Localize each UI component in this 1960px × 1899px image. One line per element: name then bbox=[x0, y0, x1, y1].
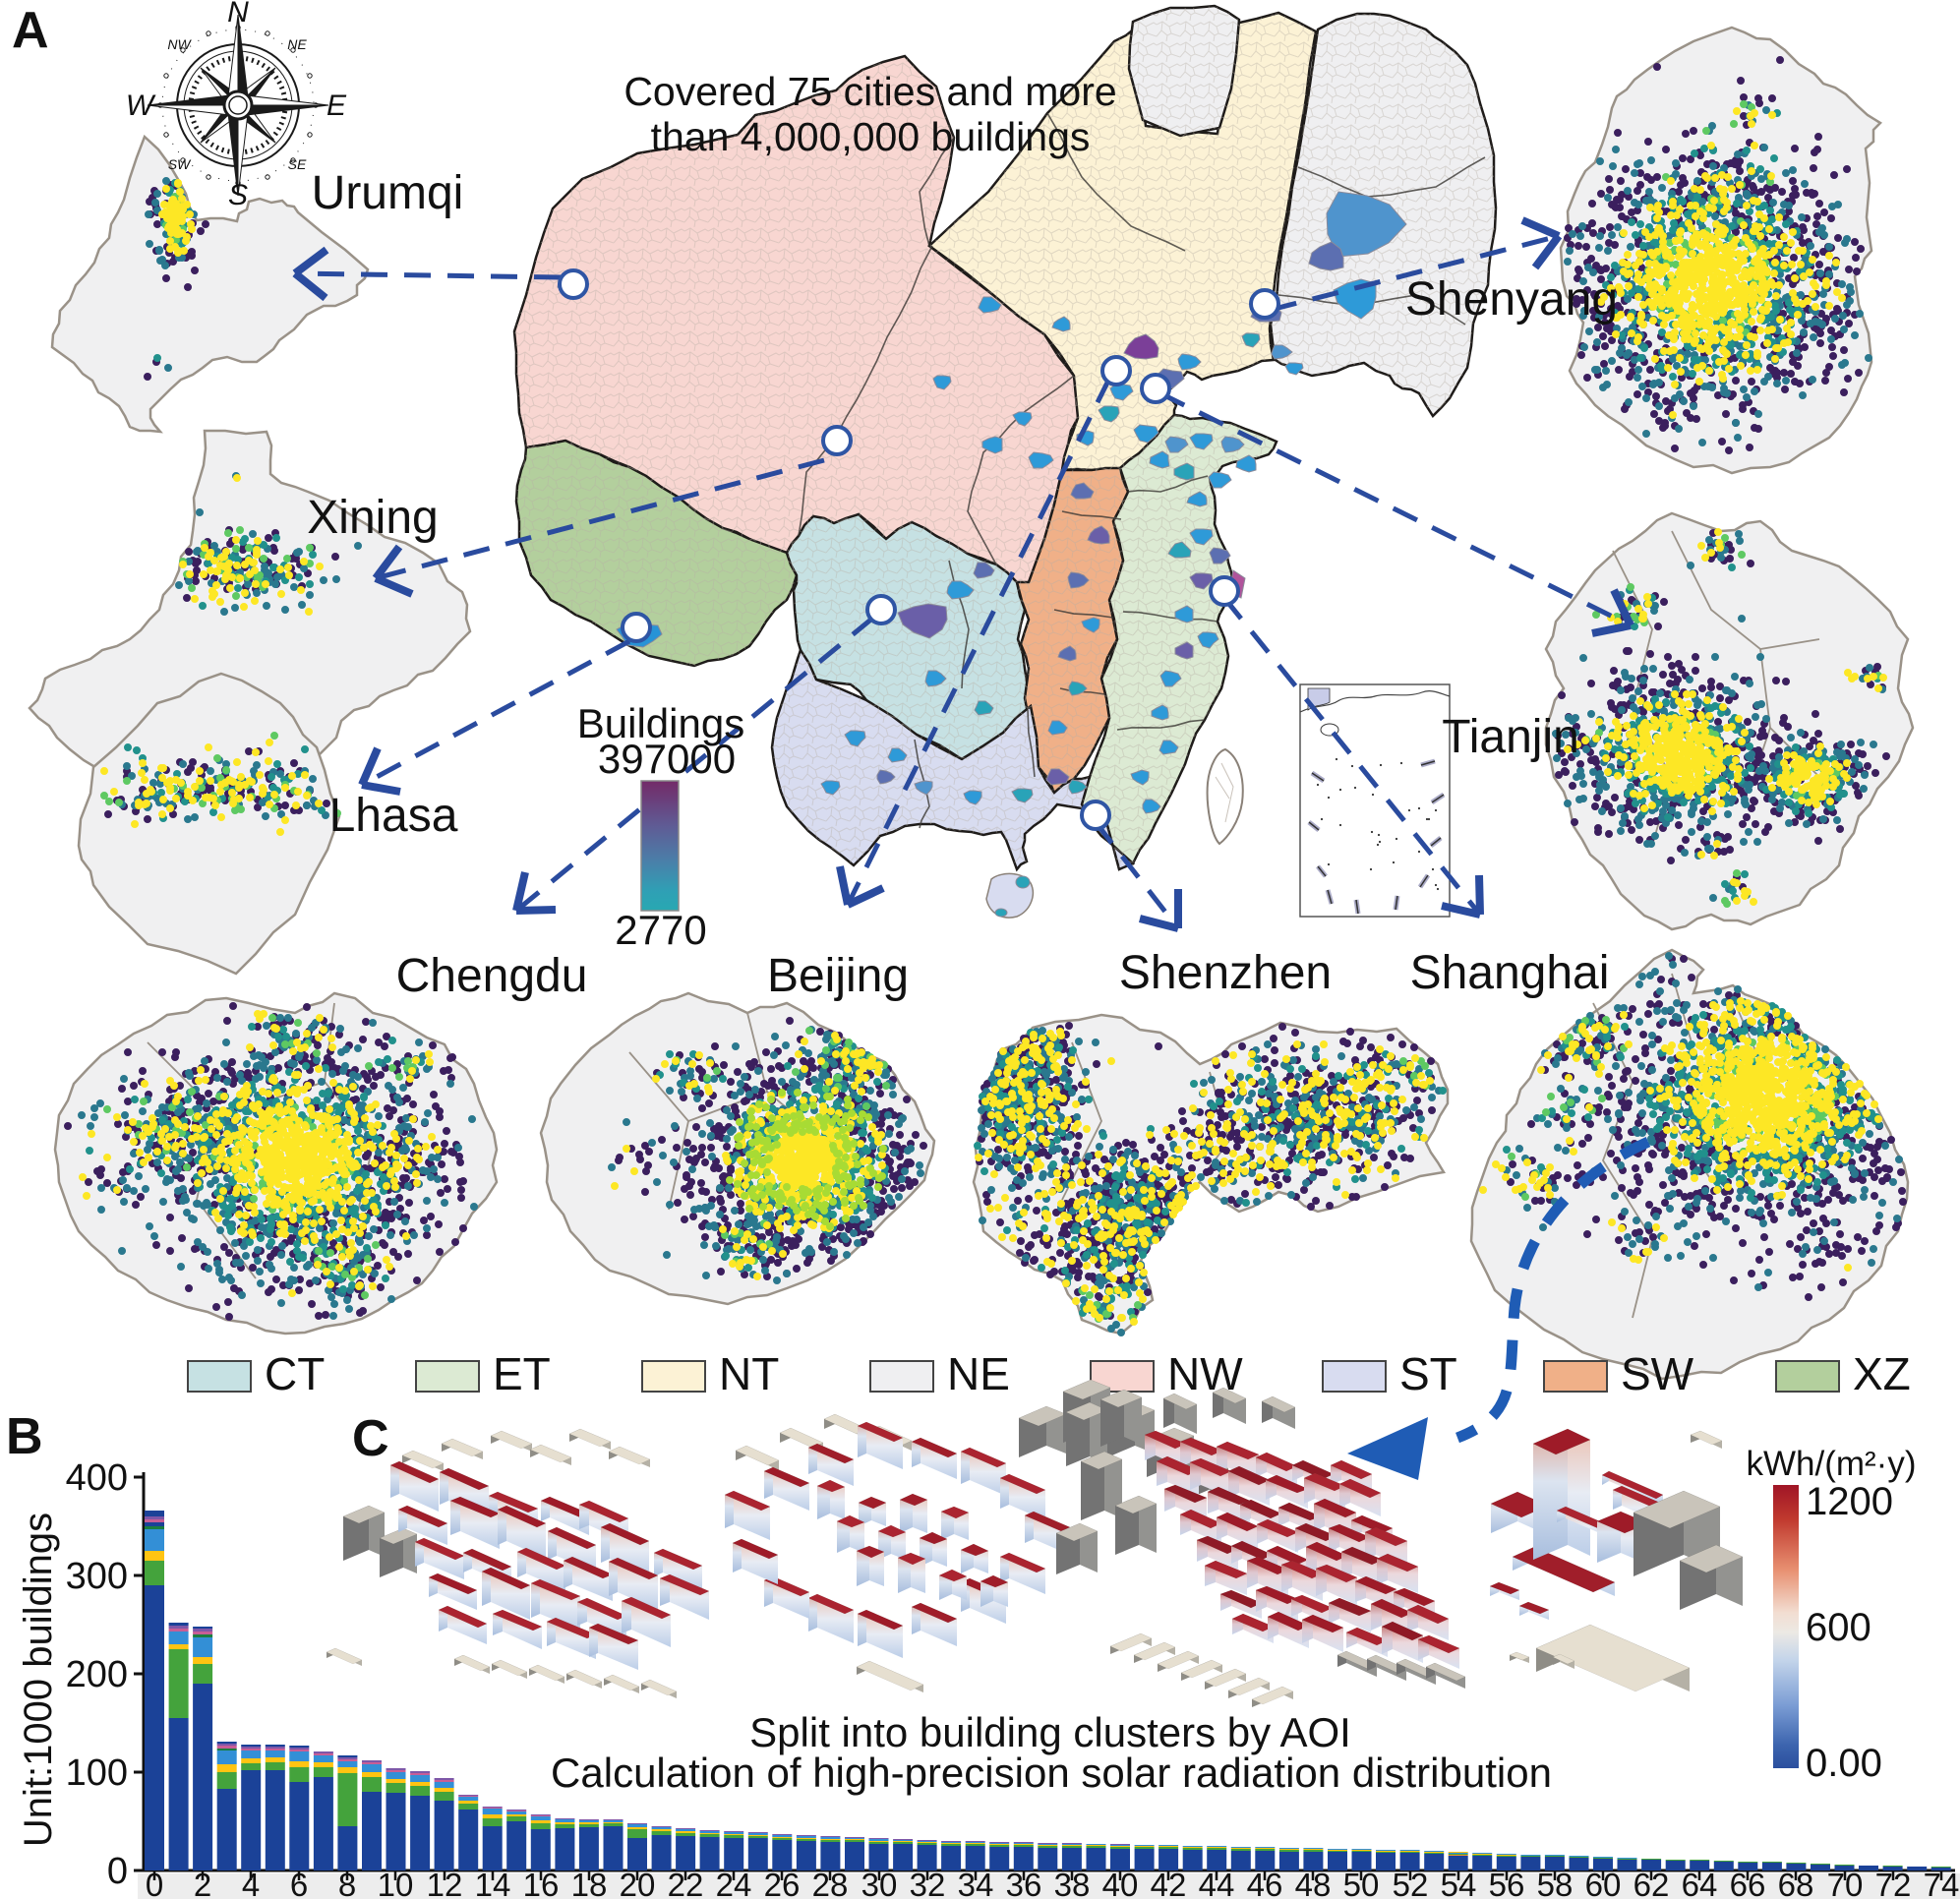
svg-text:6: 6 bbox=[290, 1867, 308, 1899]
svg-text:XZ: XZ bbox=[1853, 1348, 1911, 1399]
svg-text:74: 74 bbox=[1924, 1867, 1960, 1899]
svg-text:NW: NW bbox=[1167, 1348, 1243, 1399]
svg-text:Calculation of high-precision: Calculation of high-precision solar radi… bbox=[551, 1750, 1552, 1796]
svg-text:38: 38 bbox=[1054, 1867, 1091, 1899]
svg-text:28: 28 bbox=[812, 1867, 849, 1899]
svg-text:24: 24 bbox=[716, 1867, 752, 1899]
svg-text:400: 400 bbox=[66, 1457, 128, 1499]
svg-text:54: 54 bbox=[1441, 1867, 1477, 1899]
svg-text:26: 26 bbox=[764, 1867, 801, 1899]
svg-text:W: W bbox=[126, 89, 156, 122]
svg-text:60: 60 bbox=[1585, 1867, 1622, 1899]
svg-text:Covered 75 cities and more: Covered 75 cities and more bbox=[624, 69, 1116, 114]
svg-text:SW: SW bbox=[168, 156, 192, 172]
svg-text:Tianjin: Tianjin bbox=[1442, 711, 1579, 763]
svg-text:56: 56 bbox=[1489, 1867, 1525, 1899]
svg-text:NE: NE bbox=[287, 36, 307, 52]
svg-text:Shenyang: Shenyang bbox=[1405, 273, 1618, 326]
svg-text:10: 10 bbox=[378, 1867, 414, 1899]
svg-text:C: C bbox=[352, 1410, 389, 1467]
svg-text:14: 14 bbox=[475, 1867, 511, 1899]
svg-text:SE: SE bbox=[288, 156, 307, 172]
svg-text:30: 30 bbox=[861, 1867, 898, 1899]
svg-text:100: 100 bbox=[66, 1752, 128, 1794]
svg-text:Unit:1000 buildings: Unit:1000 buildings bbox=[17, 1513, 60, 1847]
svg-text:S: S bbox=[228, 179, 248, 211]
svg-text:32: 32 bbox=[910, 1867, 946, 1899]
svg-text:66: 66 bbox=[1730, 1867, 1766, 1899]
svg-text:300: 300 bbox=[66, 1556, 128, 1597]
svg-text:34: 34 bbox=[958, 1867, 994, 1899]
svg-text:20: 20 bbox=[620, 1867, 656, 1899]
svg-text:Beijing: Beijing bbox=[767, 950, 909, 1002]
svg-text:Lhasa: Lhasa bbox=[329, 790, 458, 842]
svg-text:NE: NE bbox=[947, 1348, 1010, 1399]
svg-text:50: 50 bbox=[1343, 1867, 1380, 1899]
svg-text:0: 0 bbox=[146, 1867, 163, 1899]
svg-text:36: 36 bbox=[1006, 1867, 1042, 1899]
svg-text:A: A bbox=[12, 2, 49, 59]
svg-text:200: 200 bbox=[66, 1654, 128, 1695]
svg-text:12: 12 bbox=[427, 1867, 463, 1899]
svg-text:NW: NW bbox=[167, 36, 192, 52]
svg-text:2: 2 bbox=[194, 1867, 211, 1899]
svg-text:22: 22 bbox=[668, 1867, 704, 1899]
svg-text:44: 44 bbox=[1199, 1867, 1235, 1899]
svg-text:NT: NT bbox=[719, 1348, 779, 1399]
svg-text:kWh/(m²·y): kWh/(m²·y) bbox=[1746, 1445, 1916, 1483]
svg-text:N: N bbox=[227, 0, 249, 29]
svg-text:70: 70 bbox=[1827, 1867, 1864, 1899]
svg-text:2770: 2770 bbox=[615, 907, 706, 953]
svg-text:42: 42 bbox=[1151, 1867, 1187, 1899]
svg-text:B: B bbox=[6, 1408, 43, 1465]
svg-text:58: 58 bbox=[1537, 1867, 1574, 1899]
svg-text:16: 16 bbox=[523, 1867, 560, 1899]
svg-text:48: 48 bbox=[1295, 1867, 1332, 1899]
svg-text:than 4,000,000 buildings: than 4,000,000 buildings bbox=[651, 114, 1091, 159]
svg-text:ST: ST bbox=[1399, 1348, 1457, 1399]
svg-text:CT: CT bbox=[265, 1348, 325, 1399]
svg-text:Shenzhen: Shenzhen bbox=[1119, 947, 1332, 999]
svg-text:8: 8 bbox=[338, 1867, 356, 1899]
svg-text:68: 68 bbox=[1778, 1867, 1814, 1899]
svg-text:ET: ET bbox=[493, 1348, 551, 1399]
svg-text:4: 4 bbox=[242, 1867, 260, 1899]
svg-text:397000: 397000 bbox=[598, 736, 736, 782]
svg-text:Split into building clusters: Split into building clusters by AOI bbox=[749, 1709, 1351, 1755]
svg-text:40: 40 bbox=[1102, 1867, 1139, 1899]
svg-text:Chengdu: Chengdu bbox=[396, 950, 588, 1002]
svg-text:SW: SW bbox=[1621, 1348, 1694, 1399]
svg-text:Xining: Xining bbox=[307, 492, 438, 544]
svg-text:1200: 1200 bbox=[1806, 1480, 1893, 1523]
svg-text:Urumqi: Urumqi bbox=[312, 167, 464, 219]
svg-text:600: 600 bbox=[1806, 1606, 1871, 1649]
svg-text:0: 0 bbox=[107, 1851, 128, 1892]
svg-text:46: 46 bbox=[1247, 1867, 1283, 1899]
svg-text:18: 18 bbox=[571, 1867, 608, 1899]
svg-text:64: 64 bbox=[1682, 1867, 1718, 1899]
svg-text:62: 62 bbox=[1633, 1867, 1670, 1899]
svg-text:52: 52 bbox=[1393, 1867, 1429, 1899]
svg-text:0.00: 0.00 bbox=[1806, 1742, 1882, 1785]
svg-text:Shanghai: Shanghai bbox=[1410, 947, 1610, 999]
svg-text:72: 72 bbox=[1875, 1867, 1912, 1899]
svg-text:Buildings: Buildings bbox=[577, 700, 744, 746]
svg-text:E: E bbox=[327, 89, 347, 122]
